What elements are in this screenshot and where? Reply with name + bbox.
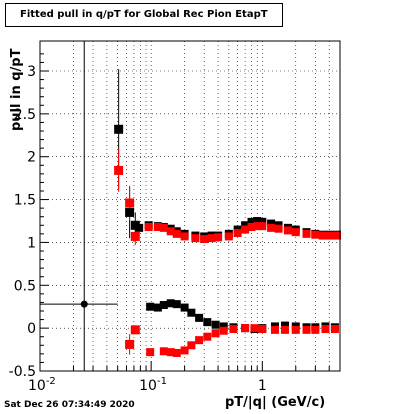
data-point — [211, 320, 220, 329]
footer-timestamp: Sat Dec 26 07:34:49 2020 — [4, 400, 135, 410]
data-point — [114, 165, 124, 175]
data-point — [311, 230, 320, 239]
data-point — [274, 224, 283, 233]
data-point — [330, 325, 339, 333]
data-point — [283, 226, 292, 235]
data-point — [153, 303, 162, 312]
y-tick-label: 3 — [27, 64, 36, 80]
data-point — [180, 303, 189, 312]
data-point — [159, 347, 168, 356]
data-point — [130, 325, 140, 335]
data-point — [203, 318, 212, 327]
data-point — [195, 336, 204, 345]
plot-frame — [39, 40, 341, 372]
data-point — [159, 223, 168, 232]
data-point — [258, 222, 267, 231]
data-point — [125, 339, 135, 349]
data-point — [159, 301, 168, 309]
data-point — [280, 325, 289, 334]
data-point — [214, 233, 223, 242]
y-tick-label: 0 — [27, 321, 36, 337]
data-point — [180, 232, 189, 241]
data-point — [291, 228, 300, 237]
data-point — [166, 299, 175, 308]
data-point — [270, 325, 279, 334]
chart-title-box: Fitted pull in q/pT for Global Rec Pion … — [5, 3, 283, 27]
data-point — [302, 229, 311, 238]
data-point — [253, 217, 262, 225]
y-tick-label: 0.5 — [14, 278, 36, 294]
data-point — [146, 302, 155, 311]
data-point — [191, 234, 200, 243]
data-point — [125, 198, 135, 208]
data-point — [291, 325, 300, 334]
y-tick-label: 2.5 — [14, 107, 36, 123]
data-point — [233, 229, 242, 237]
data-point — [114, 124, 124, 134]
data-point — [172, 300, 181, 309]
data-point — [146, 348, 155, 357]
y-tick-label: 2 — [27, 150, 36, 166]
data-point — [200, 235, 209, 243]
data-point — [241, 221, 250, 230]
data-point — [247, 223, 256, 231]
data-point — [321, 325, 330, 333]
data-point — [153, 223, 162, 231]
data-point — [187, 308, 196, 317]
data-point — [302, 325, 311, 334]
data-point — [250, 324, 259, 333]
data-point — [333, 231, 342, 240]
chart-title: Fitted pull in q/pT for Global Rec Pion … — [20, 9, 268, 20]
data-point — [172, 229, 181, 238]
plot-area — [40, 41, 340, 371]
data-point — [135, 223, 144, 232]
x-tick-label: 1 — [258, 378, 267, 394]
data-point — [195, 313, 204, 322]
data-point — [253, 222, 262, 231]
data-point — [166, 227, 175, 236]
data-point — [267, 219, 276, 228]
y-tick-label: 1 — [27, 235, 36, 251]
data-point — [258, 325, 267, 333]
x-tick-label: 10-1 — [139, 376, 167, 394]
x-axis-label: pT/|q| (GeV/c) — [225, 395, 326, 410]
data-point — [207, 234, 216, 243]
data-point — [241, 225, 250, 234]
data-point — [229, 325, 238, 333]
data-point — [219, 322, 228, 331]
data-point — [280, 321, 289, 330]
data-point — [80, 300, 88, 308]
data-point — [203, 332, 212, 341]
y-axis-label: pull in q/pT — [9, 48, 24, 131]
data-point — [219, 326, 228, 335]
data-point — [180, 346, 189, 355]
data-point — [172, 349, 181, 357]
data-point — [318, 231, 327, 240]
data-point — [247, 217, 256, 226]
data-point — [258, 217, 267, 226]
y-tick-label: -0.5 — [9, 364, 36, 380]
data-point — [211, 329, 220, 338]
data-point — [241, 324, 250, 333]
y-tick-label: 1.5 — [14, 193, 36, 209]
data-point — [267, 223, 276, 232]
x-tick-label: 10-2 — [28, 376, 56, 394]
data-point — [130, 231, 140, 241]
data-point — [166, 348, 175, 357]
data-point — [144, 223, 153, 231]
data-point — [187, 341, 196, 350]
data-point — [125, 207, 135, 217]
data-point — [311, 325, 320, 334]
data-point — [325, 231, 334, 240]
data-point — [224, 232, 233, 241]
